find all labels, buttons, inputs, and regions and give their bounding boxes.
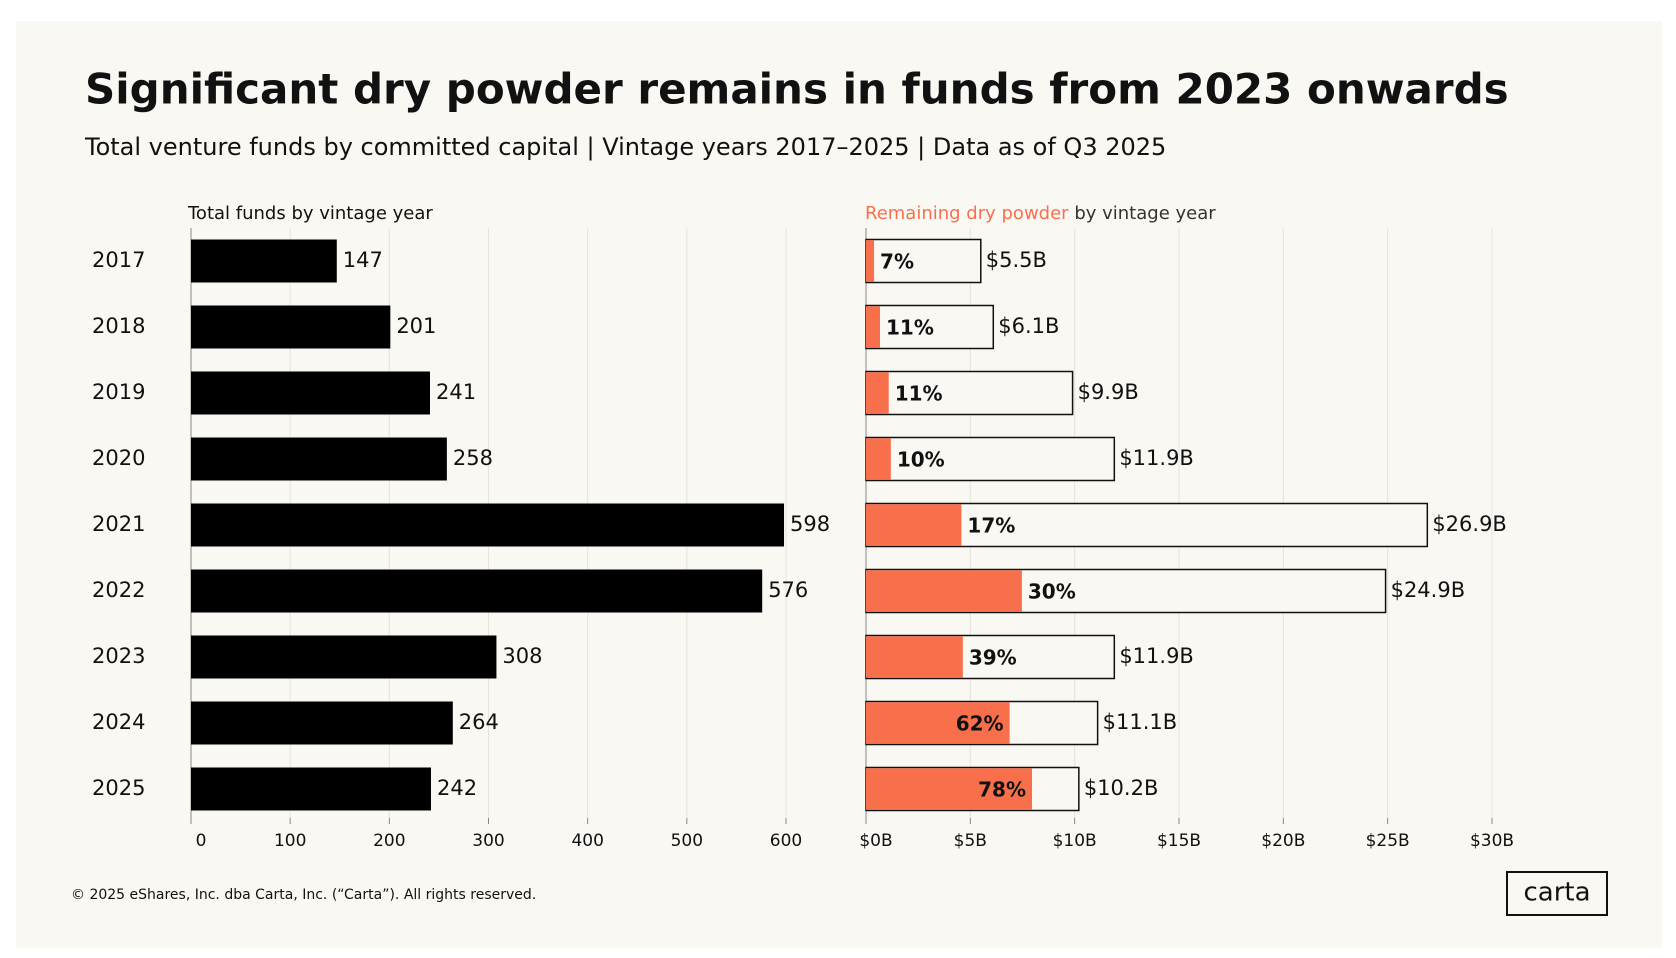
value-label: 598 — [790, 512, 830, 536]
value-label: $10.2B — [1084, 776, 1159, 800]
x-tick-label: $25B — [1366, 831, 1410, 851]
bar — [191, 437, 447, 481]
value-label: $9.9B — [1078, 380, 1139, 404]
axis-title: Remaining dry powder by vintage year — [865, 203, 1216, 224]
share-label: 62% — [956, 712, 1004, 736]
value-label: 264 — [459, 710, 499, 734]
share-bar — [866, 768, 1033, 810]
title: Significant dry powder remains in funds … — [85, 65, 1509, 114]
subtitle: Total venture funds by committed capital… — [84, 133, 1166, 161]
copyright: © 2025 eShares, Inc. dba Carta, Inc. (“C… — [71, 887, 536, 903]
value-label: $11.9B — [1119, 446, 1194, 470]
x-tick-label: $30B — [1470, 831, 1514, 851]
axis-title-rest: by vintage year — [1074, 203, 1216, 224]
value-label: 258 — [453, 446, 493, 470]
bar — [191, 503, 785, 547]
share-bar — [866, 372, 889, 414]
y-tick-label: 2019 — [92, 380, 145, 404]
bar — [191, 569, 763, 613]
value-label: $11.1B — [1103, 710, 1178, 734]
x-tick-label: 200 — [373, 831, 405, 851]
x-tick-label: $0B — [859, 831, 892, 851]
value-label: 241 — [436, 380, 476, 404]
bar — [191, 635, 497, 679]
share-bar — [866, 306, 881, 348]
x-tick-label: $10B — [1053, 831, 1097, 851]
share-label: 78% — [978, 778, 1026, 802]
bar — [191, 371, 430, 415]
y-tick-label: 2020 — [92, 446, 145, 470]
value-label: $26.9B — [1432, 512, 1507, 536]
logo: carta — [1523, 878, 1590, 908]
value-label: $11.9B — [1119, 644, 1194, 668]
y-tick-label: 2023 — [92, 644, 145, 668]
share-label: 17% — [967, 514, 1015, 538]
total-bar — [865, 304, 995, 350]
x-tick-label: $5B — [954, 831, 987, 851]
share-bar — [866, 240, 875, 282]
y-tick-label: 2017 — [92, 248, 145, 272]
x-tick-label: 400 — [571, 831, 603, 851]
bar — [191, 701, 453, 745]
total-bar — [865, 370, 1074, 416]
bar — [191, 305, 391, 349]
value-label: 576 — [768, 578, 808, 602]
y-tick-label: 2024 — [92, 710, 145, 734]
share-bar — [866, 636, 963, 678]
x-tick-label: $20B — [1261, 831, 1305, 851]
y-tick-label: 2025 — [92, 776, 145, 800]
x-tick-label: 100 — [274, 831, 306, 851]
axis-title-highlight: Remaining dry powder — [865, 203, 1069, 224]
y-tick-label: 2021 — [92, 512, 145, 536]
value-label: $6.1B — [998, 314, 1059, 338]
share-label: 11% — [886, 316, 934, 340]
x-tick-label: 500 — [671, 831, 703, 851]
value-label: $5.5B — [986, 248, 1047, 272]
value-label: 242 — [437, 776, 477, 800]
share-label: 39% — [969, 646, 1017, 670]
bar — [191, 767, 431, 811]
x-tick-label: 600 — [770, 831, 802, 851]
value-label: $24.9B — [1391, 578, 1466, 602]
total-bar — [865, 238, 982, 284]
logo-box — [1506, 871, 1608, 916]
x-tick-label: $15B — [1157, 831, 1201, 851]
value-label: 201 — [396, 314, 436, 338]
x-tick-label: 300 — [472, 831, 504, 851]
share-label: 30% — [1028, 580, 1076, 604]
share-bar — [866, 438, 891, 480]
share-bar — [866, 504, 962, 546]
total-bar — [865, 436, 1116, 482]
share-label: 10% — [897, 448, 945, 472]
y-tick-label: 2018 — [92, 314, 145, 338]
bar — [191, 239, 337, 283]
value-label: 147 — [343, 248, 383, 272]
x-tick-label: 0 — [196, 831, 207, 851]
y-tick-label: 2022 — [92, 578, 145, 602]
axis-title: Total funds by vintage year — [187, 203, 433, 224]
value-label: 308 — [502, 644, 542, 668]
share-bar — [866, 570, 1022, 612]
share-label: 11% — [895, 382, 943, 406]
share-label: 7% — [880, 250, 914, 274]
share-bar — [866, 702, 1010, 744]
